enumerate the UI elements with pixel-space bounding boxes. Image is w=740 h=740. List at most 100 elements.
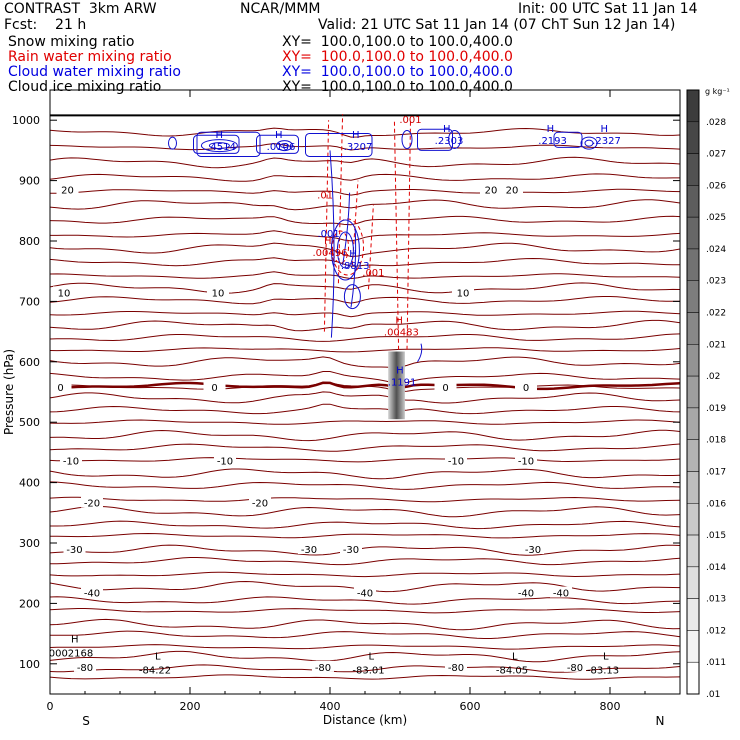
colorbar-tick-label: .026 — [706, 181, 726, 191]
isotherm-line — [50, 310, 680, 318]
isotherm-line — [50, 271, 680, 280]
cloud-ice-shading — [388, 351, 405, 420]
isotherm-label-bg — [550, 586, 572, 598]
isotherm-label: 0 — [523, 383, 529, 394]
colorbar-tick-label: .018 — [706, 436, 726, 446]
field-max-value: .3207 — [344, 142, 373, 153]
isotherm-line — [50, 571, 680, 578]
colorbar-swatch — [686, 344, 700, 377]
colorbar-swatch — [686, 566, 700, 599]
colorbar-swatch — [686, 216, 700, 250]
isotherm-label: -80 — [315, 663, 331, 674]
y-tick-label: 300 — [19, 537, 40, 550]
pressure-extremum-value: -83.13 — [587, 666, 619, 677]
isotherm-line — [50, 230, 680, 242]
isotherm-label: -40 — [518, 589, 534, 600]
colorbar-swatch — [686, 312, 700, 345]
colorbar-swatch — [686, 661, 700, 695]
cloud-water-contour — [256, 134, 299, 154]
isotherm-line — [50, 199, 680, 211]
model-title: CONTRAST 3km ARW — [4, 1, 157, 17]
isotherm-line — [50, 296, 680, 305]
colorbar-swatch — [686, 89, 700, 123]
isotherm-line — [50, 188, 680, 196]
cloud-water-contour — [401, 130, 413, 150]
colorbar: .028 .027 .026 .025 .024 .023 .022 .021 .02 .019.… — [686, 89, 726, 700]
field-max-marker: H — [352, 130, 360, 141]
field-max-marker: H — [395, 316, 403, 327]
field-xy-snow: XY= 100.0,100.0 to 100.0,400.0 — [282, 34, 513, 50]
y-tick-label: 900 — [19, 175, 40, 188]
isotherm-label: -30 — [301, 545, 317, 556]
isotherm-label-bg — [249, 496, 271, 508]
cloud-water-contour — [305, 132, 373, 157]
isotherm-line — [50, 429, 680, 442]
pressure-extremum-value: 0002168 — [49, 649, 94, 660]
colorbar-swatch — [686, 630, 700, 663]
isotherm-label-bg — [515, 586, 537, 598]
field-max-value: .00483 — [384, 328, 419, 339]
field-name-cloud-water: Cloud water mixing ratio — [8, 64, 181, 80]
field-max-value: .2193 — [538, 136, 567, 147]
isotherm-label-bg — [312, 660, 334, 672]
isotherm-line — [50, 532, 680, 539]
isotherm-line — [50, 391, 680, 404]
field-max-marker: H — [275, 130, 283, 141]
isotherm-line — [50, 650, 680, 663]
isotherm-line — [50, 544, 680, 556]
isotherm-label: -30 — [343, 545, 359, 556]
y-tick-label: 400 — [19, 477, 40, 490]
colorbar-tick-label: .011 — [706, 658, 726, 668]
field-xy-cloud-water: XY= 100.0,100.0 to 100.0,400.0 — [282, 64, 513, 80]
isotherm-label: -30 — [66, 545, 82, 556]
y-tick-label: 700 — [19, 295, 40, 308]
isotherm-label-bg — [50, 381, 72, 393]
cloud-water-contour — [200, 139, 238, 153]
colorbar-swatch — [686, 471, 700, 504]
forecast-hour: Fcst: 21 h — [4, 17, 87, 33]
isotherm-line — [50, 356, 680, 369]
isotherm-label-bg — [53, 286, 75, 298]
colorbar-swatch — [686, 121, 700, 154]
colorbar-tick-label: .025 — [706, 213, 726, 223]
extremum-marker: L — [512, 652, 518, 663]
colorbar-tick-label: .021 — [706, 340, 726, 350]
isotherm-label-bg — [298, 543, 320, 555]
plot-content: -80 -80 -80 -80 -40 -40 -40 -40 -30 -30 -30 -30 -20 -… — [49, 114, 680, 680]
isotherm-label-bg — [81, 586, 103, 598]
y-tick-label: 500 — [19, 416, 40, 429]
isotherm-label-bg — [515, 381, 537, 393]
colorbar-swatch — [686, 439, 700, 472]
cloud-water-contour — [280, 143, 289, 149]
extremum-marker: H — [71, 635, 79, 646]
field-max-marker: H — [601, 124, 609, 135]
field-max-value: .001 — [362, 268, 384, 279]
isotherm-line — [50, 457, 680, 463]
field-max-value: .8813 — [341, 261, 370, 272]
isotherm-line — [50, 215, 680, 226]
field-max-value: .00496 — [313, 248, 348, 259]
isotherm-label: -40 — [553, 589, 569, 600]
isotherm-label-bg — [354, 586, 376, 598]
isotherm-label: 20 — [61, 186, 74, 197]
cloud-water-contour — [329, 150, 335, 338]
rain-contour — [406, 120, 411, 350]
colorbar-tick-label: .017 — [706, 467, 726, 477]
isotherm-label: -10 — [518, 456, 534, 467]
isotherm-label: 20 — [485, 186, 498, 197]
colorbar-swatch — [686, 534, 700, 568]
field-name-cloud-ice: Cloud ice mixing ratio — [8, 79, 162, 95]
colorbar-tick-label: .016 — [706, 499, 726, 509]
isotherm-line — [50, 242, 680, 258]
isotherm-line — [50, 674, 680, 680]
isotherm-line — [50, 505, 680, 518]
field-max-value: .001 — [399, 115, 421, 126]
isotherm-label-bg — [480, 183, 502, 195]
y-axis-label: Pressure (hPa) — [2, 349, 16, 435]
field-max-value: .2327 — [592, 136, 621, 147]
isotherm-label: -10 — [448, 456, 464, 467]
plot-frame — [49, 89, 681, 695]
isotherm-line — [50, 282, 680, 294]
isotherm-line — [50, 257, 680, 267]
isotherm-line — [50, 468, 680, 480]
